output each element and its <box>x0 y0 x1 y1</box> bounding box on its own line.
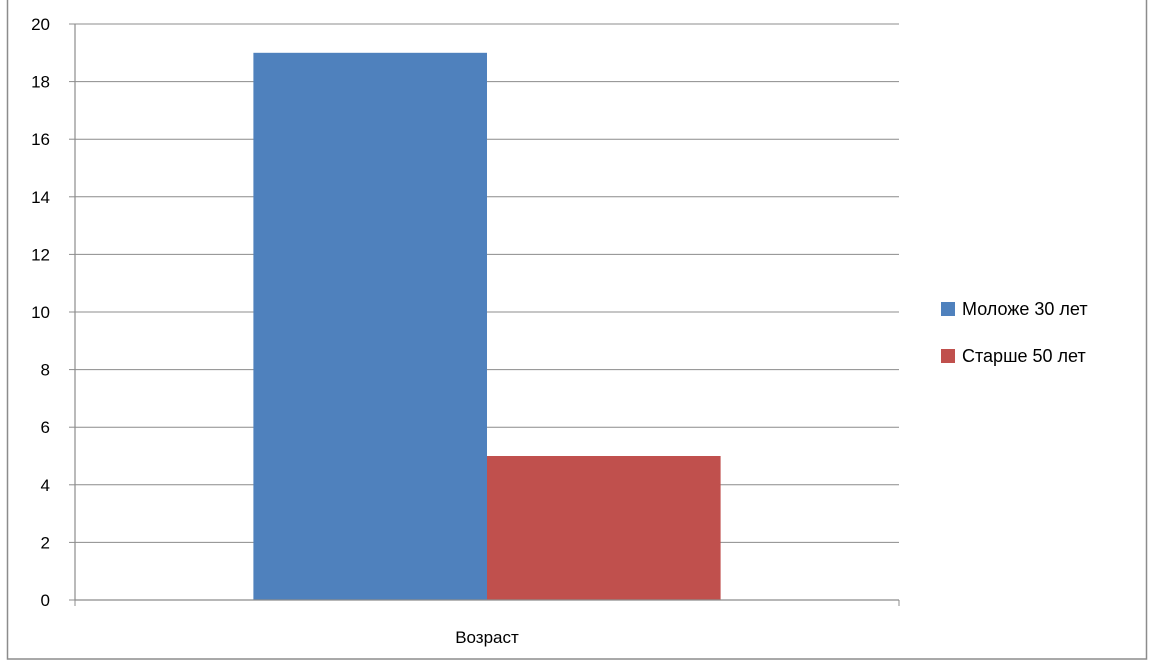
legend-swatch <box>941 302 955 316</box>
legend-swatch <box>941 349 955 363</box>
legend: Моложе 30 лет Старше 50 лет <box>941 299 1088 366</box>
y-tick-label: 6 <box>41 418 50 437</box>
y-tick-label: 0 <box>41 591 50 610</box>
y-tick-label: 14 <box>31 188 50 207</box>
legend-label: Старше 50 лет <box>962 346 1086 366</box>
bar-younger-30 <box>253 52 487 601</box>
chart-border <box>6 0 1148 660</box>
legend-label: Моложе 30 лет <box>962 299 1088 319</box>
x-category-label: Возраст <box>455 628 519 647</box>
y-tick-label: 12 <box>31 245 50 264</box>
axes: 0 2 4 6 8 10 12 14 16 18 20 Возраст <box>31 15 900 647</box>
y-tick-label: 20 <box>31 15 50 34</box>
bar-older-50 <box>487 456 721 600</box>
y-tick-label: 10 <box>31 303 50 322</box>
bars <box>253 52 721 601</box>
y-tick-label: 2 <box>41 533 50 552</box>
y-tick-label: 4 <box>41 476 50 495</box>
y-tick-label: 8 <box>41 361 50 380</box>
y-tick-label: 16 <box>31 130 50 149</box>
y-tick-label: 18 <box>31 73 50 92</box>
